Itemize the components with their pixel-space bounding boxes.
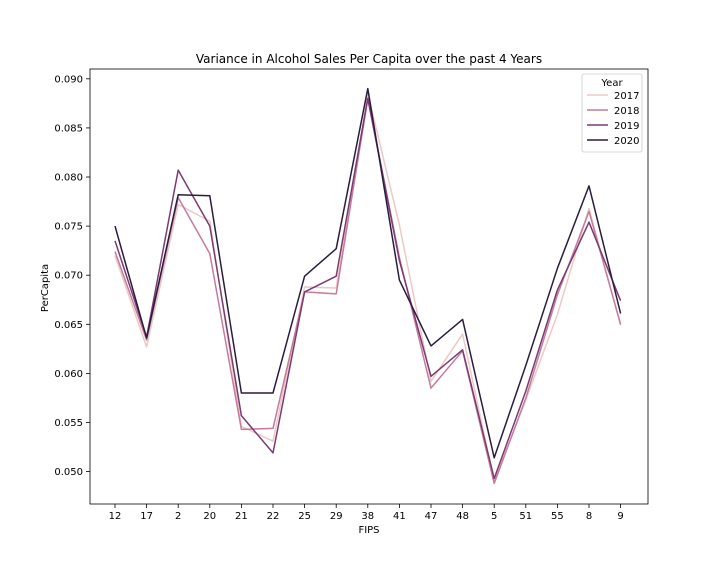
x-tick-label: 48 (456, 511, 469, 522)
x-tick-label: 20 (203, 511, 216, 522)
x-tick-label: 21 (235, 511, 248, 522)
x-tick-label: 22 (267, 511, 280, 522)
x-tick-label: 17 (140, 511, 153, 522)
legend-label-2018: 2018 (614, 106, 639, 117)
x-tick-label: 38 (361, 511, 374, 522)
y-tick-label: 0.070 (54, 271, 83, 282)
y-axis: 0.050 0.055 0.060 0.065 0.070 0.075 0.080 0.085… (54, 74, 90, 478)
x-tick-label: 8 (586, 511, 592, 522)
y-axis-title: PerCapita (40, 264, 51, 312)
x-tick-label: 55 (551, 511, 564, 522)
y-tick-label: 0.060 (54, 369, 83, 380)
y-tick-label: 0.075 (54, 222, 83, 233)
legend-title: Year (600, 78, 623, 89)
x-tick-label: 47 (425, 511, 438, 522)
y-tick-label: 0.080 (54, 173, 83, 184)
legend: Year 2017 2018 2019 2020 (581, 73, 643, 153)
series-lines (114, 87, 622, 485)
x-axis-title: FIPS (358, 525, 379, 536)
series-line-2020 (114, 87, 622, 459)
legend-label-2019: 2019 (614, 121, 639, 132)
legend-box (581, 73, 643, 153)
x-tick-label: 5 (491, 511, 497, 522)
series-line-2019 (114, 97, 622, 480)
x-tick-label: 12 (109, 511, 122, 522)
chart-title: Variance in Alcohol Sales Per Capita ove… (196, 52, 542, 66)
plot-area (89, 68, 649, 505)
legend-label-2020: 2020 (614, 136, 639, 147)
y-tick-label: 0.050 (54, 467, 83, 478)
y-tick-label: 0.085 (54, 123, 83, 134)
y-tick-label: 0.090 (54, 74, 83, 85)
x-tick-label: 41 (393, 511, 406, 522)
x-tick-label: 2 (175, 511, 181, 522)
y-tick-label: 0.055 (54, 418, 83, 429)
x-tick-label: 51 (519, 511, 532, 522)
x-tick-label: 9 (617, 511, 623, 522)
x-axis: 12 17 2 20 21 22 25 29 38 41 47 48 5 51 55 8 9 (109, 504, 624, 522)
legend-label-2017: 2017 (614, 91, 639, 102)
y-tick-label: 0.065 (54, 320, 83, 331)
x-tick-label: 29 (330, 511, 343, 522)
series-line-2017 (114, 92, 622, 483)
x-tick-label: 25 (298, 511, 311, 522)
